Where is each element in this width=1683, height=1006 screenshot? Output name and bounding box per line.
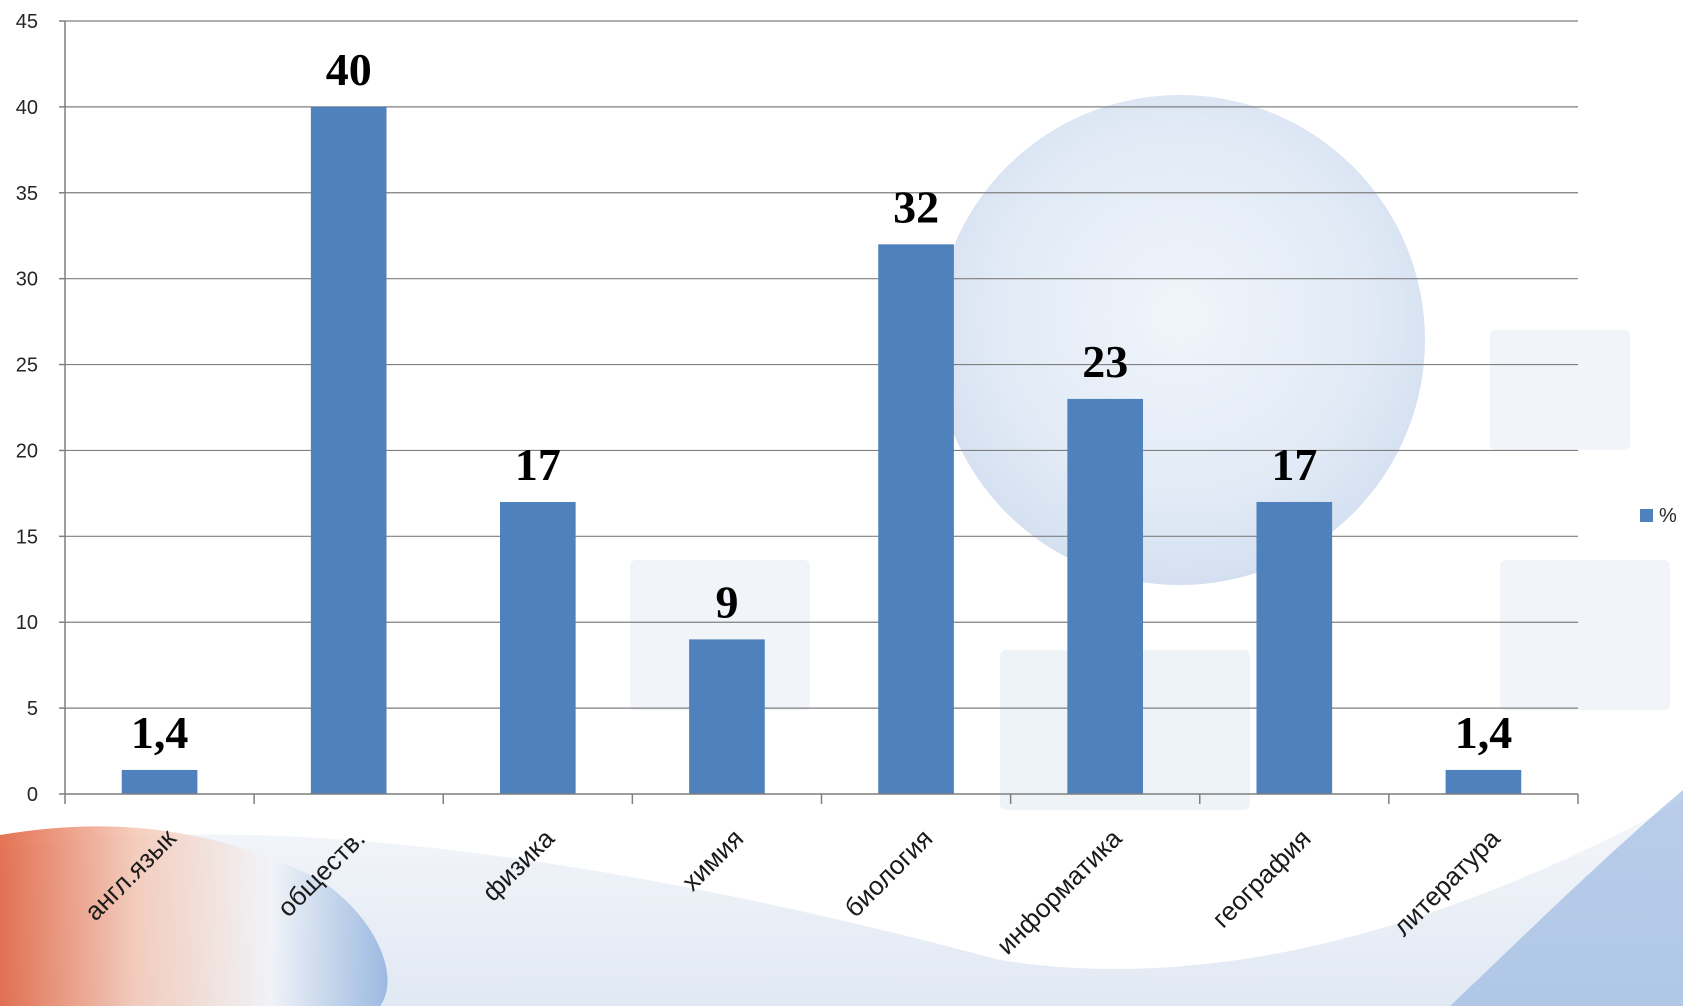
legend: % <box>1640 505 1677 527</box>
data-labels: 1,4 40 17 9 32 23 17 1,4 <box>131 44 1512 758</box>
x-category-label: обществ. <box>271 823 371 923</box>
y-tick-labels: 0 5 10 15 20 25 30 35 40 45 <box>16 11 38 806</box>
x-category-label: информатика <box>990 823 1127 960</box>
gridlines <box>65 20 1578 709</box>
x-category-labels: англ.язык обществ. физика химия биология инфо… <box>78 823 1506 960</box>
y-tick-label: 40 <box>16 97 38 119</box>
legend-label: % <box>1659 505 1677 527</box>
bar <box>1067 398 1144 794</box>
swoosh-decoration <box>0 826 388 1006</box>
bars <box>121 106 1522 795</box>
y-tick-label: 45 <box>16 11 38 33</box>
x-category-label: география <box>1206 823 1316 933</box>
x-category-label: англ.язык <box>78 823 182 927</box>
globe-decoration <box>935 95 1425 585</box>
bar <box>499 501 576 794</box>
bar <box>1445 769 1522 794</box>
laptop-decoration <box>1500 560 1670 710</box>
y-tick-label: 15 <box>16 526 38 548</box>
y-tick-label: 5 <box>27 698 38 720</box>
x-category-label: биология <box>838 823 938 923</box>
y-tick-label: 25 <box>16 355 38 377</box>
bar <box>689 639 765 794</box>
data-label: 17 <box>515 439 561 490</box>
laptop-decoration <box>1490 330 1630 450</box>
axes <box>59 20 1579 804</box>
bar <box>310 106 387 794</box>
data-label: 1,4 <box>131 707 189 758</box>
y-tick-label: 0 <box>27 784 38 806</box>
bar <box>878 244 954 795</box>
data-label: 1,4 <box>1455 707 1513 758</box>
data-label: 40 <box>326 44 372 95</box>
laptop-decoration <box>630 560 810 710</box>
x-category-label: химия <box>676 823 750 897</box>
data-label: 32 <box>893 181 939 232</box>
data-label: 23 <box>1082 336 1128 387</box>
y-tick-label: 10 <box>16 612 38 634</box>
y-tick-label: 30 <box>16 269 38 291</box>
legend-swatch <box>1640 509 1653 522</box>
y-tick-label: 35 <box>16 183 38 205</box>
bar <box>121 769 198 794</box>
swoosh-decoration <box>1450 790 1683 1006</box>
data-label: 9 <box>715 576 738 627</box>
data-label: 17 <box>1271 439 1317 490</box>
bar <box>1256 501 1333 794</box>
x-category-label: физика <box>476 823 560 907</box>
y-tick-label: 20 <box>16 440 38 462</box>
swoosh-decoration <box>0 800 1683 1006</box>
x-category-label: литература <box>1387 823 1506 942</box>
